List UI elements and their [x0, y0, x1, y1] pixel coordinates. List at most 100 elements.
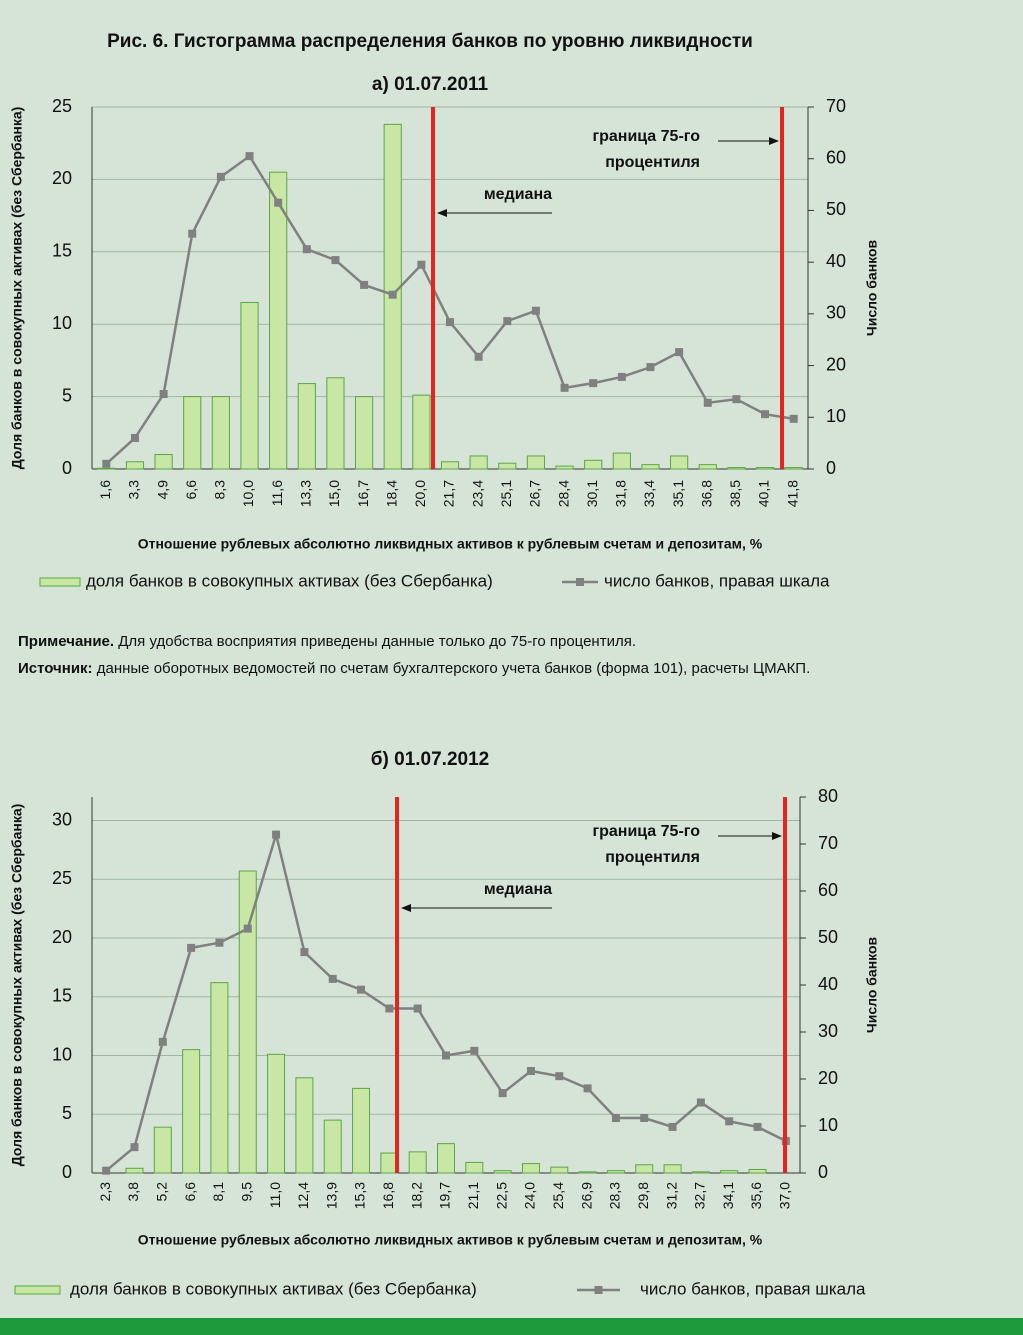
x-tick-label: 16,7 [355, 480, 371, 507]
bar [469, 455, 488, 470]
bar [240, 301, 259, 470]
bar [526, 455, 546, 470]
x-tick-label: 31,8 [613, 480, 629, 507]
line-marker [474, 352, 483, 361]
y2-tick-label: 60 [818, 880, 838, 900]
x-tick-label: 30,1 [584, 480, 600, 507]
x-tick-label: 5,2 [154, 1182, 170, 1202]
bar [440, 461, 460, 470]
percentile-label: процентиля [605, 849, 700, 866]
bar [691, 1171, 710, 1174]
line-marker [385, 1004, 394, 1013]
line-marker [696, 1098, 705, 1107]
x-tick-label: 1,6 [97, 480, 113, 500]
line-marker [761, 410, 770, 419]
line-marker [102, 1166, 111, 1175]
bar [584, 459, 603, 470]
x-tick-label: 21,1 [465, 1182, 481, 1209]
line-marker [560, 383, 569, 392]
bar [784, 467, 803, 470]
line-marker [498, 1089, 507, 1098]
line-marker [102, 459, 111, 468]
note-text: Для удобства восприятия приведены данные… [118, 633, 636, 650]
y-tick-label: 25 [52, 96, 72, 116]
median-arrowhead [437, 209, 447, 217]
bar [352, 1087, 371, 1174]
y-tick-label: 10 [52, 1044, 72, 1064]
x-tick-label: 34,1 [720, 1182, 736, 1209]
line-marker [302, 245, 311, 254]
x-tick-label: 25,1 [498, 480, 514, 507]
line-marker [646, 363, 655, 372]
x-tick-label: 13,3 [298, 480, 314, 507]
line-marker [503, 317, 512, 326]
legend-label: число банков, правая шкала [604, 571, 830, 590]
y-tick-label: 5 [62, 1103, 72, 1123]
bar [437, 1143, 455, 1174]
x-tick-label: 18,4 [383, 480, 399, 507]
x-tick-label: 3,3 [126, 480, 142, 500]
line-marker [589, 379, 598, 388]
line-marker [531, 306, 540, 315]
bar [521, 1163, 540, 1174]
x-axis-label: Отношение рублевых абсолютно ликвидных а… [138, 1232, 763, 1248]
line-marker [188, 229, 197, 238]
x-tick-label: 11,6 [269, 480, 285, 506]
bar [297, 383, 316, 470]
line-marker [446, 318, 454, 327]
chart-title: б) 01.07.2012 [371, 749, 489, 770]
y2-tick-label: 20 [826, 354, 846, 374]
y-tick-label: 0 [62, 458, 72, 478]
x-tick-label: 13,9 [323, 1182, 339, 1209]
bar [727, 467, 746, 470]
y2-tick-label: 30 [826, 303, 846, 323]
legend-label: доля банков в совокупных активах (без Сб… [86, 571, 493, 590]
line-marker [555, 1072, 564, 1081]
x-tick-label: 11,0 [267, 1182, 283, 1208]
bar [238, 870, 257, 1174]
x-axis-label: Отношение рублевых абсолютно ликвидных а… [138, 536, 763, 552]
line-marker [388, 290, 397, 299]
y-tick-label: 10 [52, 313, 72, 333]
x-tick-label: 37,0 [777, 1182, 793, 1209]
line-marker [470, 1046, 479, 1055]
y2-tick-label: 40 [826, 251, 846, 271]
bar [578, 1171, 597, 1174]
line-marker [357, 985, 366, 994]
y2-axis-label: Число банков [864, 239, 880, 336]
bar [465, 1161, 484, 1174]
y2-tick-label: 10 [826, 406, 846, 426]
y-tick-label: 15 [52, 241, 72, 261]
x-tick-label: 6,6 [182, 1182, 198, 1202]
bar [267, 1053, 286, 1174]
y2-tick-label: 70 [818, 833, 838, 853]
x-tick-label: 25,4 [550, 1182, 566, 1209]
x-tick-label: 35,1 [670, 480, 686, 507]
line-marker [789, 414, 798, 423]
legend-label: доля банков в совокупных активах (без Сб… [70, 1279, 477, 1298]
x-tick-label: 21,7 [441, 480, 457, 507]
line-marker [130, 1143, 139, 1152]
line-marker [526, 1067, 535, 1076]
bar [635, 1164, 654, 1174]
x-tick-label: 33,4 [641, 480, 657, 507]
line-marker [300, 948, 309, 957]
x-tick-label: 2,3 [97, 1182, 113, 1202]
y-tick-label: 30 [52, 809, 72, 829]
line-marker [360, 280, 369, 289]
bar [154, 454, 173, 470]
y2-tick-label: 50 [826, 199, 846, 219]
line-marker [640, 1114, 649, 1123]
x-tick-label: 6,6 [183, 480, 199, 500]
y2-tick-label: 60 [826, 147, 846, 167]
percentile-label: граница 75-го [592, 823, 700, 840]
line [105, 829, 787, 1172]
line-marker [274, 198, 283, 207]
line-marker [725, 1117, 734, 1126]
source: Источник: данные оборотных ведомостей по… [18, 655, 898, 682]
y2-axis-label: Число банков [864, 936, 880, 1033]
y-tick-label: 15 [52, 986, 72, 1006]
line-marker [617, 372, 626, 381]
line-marker [413, 1004, 422, 1013]
